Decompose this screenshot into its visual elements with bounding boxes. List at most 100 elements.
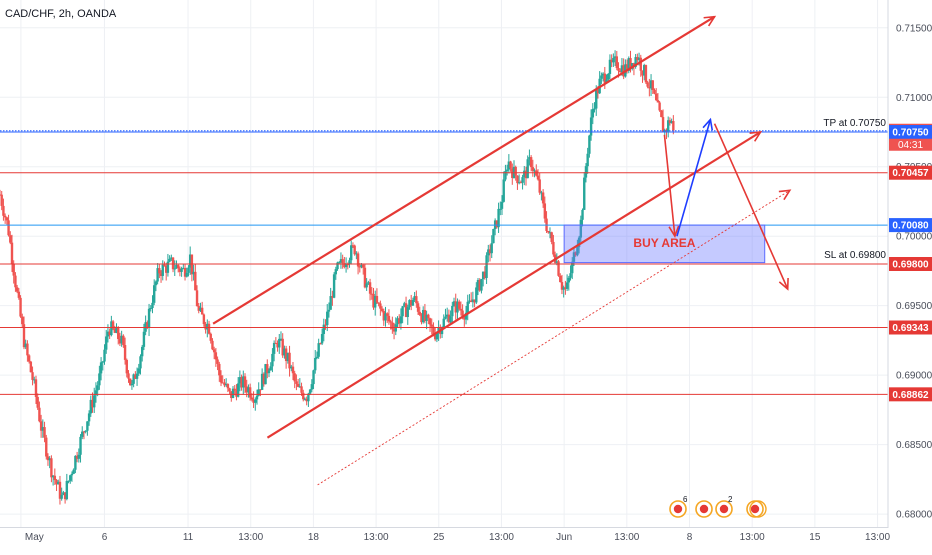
projection-arrow[interactable] bbox=[663, 134, 676, 237]
candle-body bbox=[596, 89, 600, 94]
candle-body bbox=[110, 321, 113, 336]
candle-body bbox=[168, 258, 171, 262]
candle-body bbox=[360, 264, 363, 268]
candle-body bbox=[67, 480, 70, 482]
candle-body bbox=[346, 264, 350, 266]
buy-area-rectangle[interactable] bbox=[563, 224, 766, 264]
price-tick-label: 0.71000 bbox=[896, 93, 932, 104]
candle-body bbox=[524, 170, 528, 179]
candle-body bbox=[111, 321, 115, 329]
projection-arrow[interactable] bbox=[713, 123, 789, 290]
candle-body bbox=[480, 279, 483, 291]
candle-body bbox=[281, 338, 284, 356]
candle-body bbox=[459, 308, 463, 311]
candle-body bbox=[466, 301, 469, 313]
candle-body bbox=[661, 117, 665, 133]
time-tick-label: 25 bbox=[433, 532, 445, 543]
candle-body bbox=[375, 295, 379, 303]
time-tick-label: 13:00 bbox=[364, 532, 389, 543]
candle-layer bbox=[0, 50, 675, 505]
candle-body bbox=[639, 57, 642, 71]
candle-body bbox=[505, 169, 509, 172]
candle-body bbox=[430, 324, 433, 327]
channel-trend-line[interactable] bbox=[266, 131, 762, 439]
candle-body bbox=[12, 263, 15, 276]
candle-body bbox=[108, 331, 111, 336]
candle-body bbox=[19, 297, 22, 317]
candle-body bbox=[3, 215, 7, 218]
candle-body bbox=[290, 366, 293, 369]
candle-body bbox=[552, 241, 555, 255]
candle-body bbox=[411, 299, 415, 306]
candle-body bbox=[579, 219, 583, 238]
candle-body bbox=[218, 363, 221, 376]
candle-body bbox=[171, 257, 175, 270]
candle-body bbox=[51, 475, 55, 478]
candle-body bbox=[62, 492, 65, 495]
countdown-badge-label: 04:31 bbox=[898, 140, 923, 151]
candle-body bbox=[463, 316, 466, 320]
candle-body bbox=[523, 170, 526, 178]
event-count-label: 6 bbox=[683, 495, 688, 504]
candle-body bbox=[356, 253, 360, 267]
candle-body bbox=[447, 314, 451, 323]
candle-body bbox=[387, 315, 391, 322]
candle-body bbox=[384, 313, 387, 321]
event-icon-flag bbox=[673, 504, 683, 514]
time-tick-label: 11 bbox=[183, 532, 194, 543]
candle-body bbox=[649, 80, 653, 89]
candle-body bbox=[456, 301, 459, 313]
candle-body bbox=[269, 366, 272, 371]
candle-body bbox=[392, 329, 396, 332]
price-level-badge-label: 0.69343 bbox=[892, 323, 929, 334]
candle-body bbox=[637, 57, 641, 61]
candle-body bbox=[262, 373, 266, 385]
candle-body bbox=[625, 64, 629, 71]
candle-body bbox=[363, 267, 367, 288]
candle-body bbox=[666, 120, 670, 132]
candle-body bbox=[401, 306, 404, 317]
price-level-badge-label: 0.70750 bbox=[892, 128, 929, 139]
candle-body bbox=[607, 73, 610, 80]
price-tick-label: 0.69000 bbox=[896, 371, 932, 382]
candle-body bbox=[194, 271, 197, 291]
candle-body bbox=[255, 395, 259, 400]
candle-body bbox=[324, 324, 327, 326]
candle-body bbox=[377, 302, 380, 304]
candle-body bbox=[187, 267, 190, 273]
candle-body bbox=[46, 456, 50, 461]
candle-body bbox=[302, 392, 305, 400]
projection-arrow[interactable] bbox=[676, 119, 712, 237]
dotted-trend-line[interactable] bbox=[317, 189, 791, 486]
candle-body bbox=[182, 267, 185, 269]
candle-body bbox=[478, 279, 481, 291]
candle-body bbox=[353, 245, 356, 255]
candle-body bbox=[622, 65, 625, 77]
candle-body bbox=[99, 362, 103, 374]
candle-body bbox=[409, 300, 413, 306]
candle-body bbox=[192, 271, 195, 275]
candle-body bbox=[421, 309, 425, 323]
candle-body bbox=[41, 427, 45, 431]
candle-body bbox=[452, 301, 456, 306]
candle-body bbox=[492, 228, 495, 244]
candle-body bbox=[154, 281, 158, 286]
candle-body bbox=[428, 318, 432, 325]
candle-body bbox=[60, 494, 63, 499]
candle-body bbox=[163, 264, 166, 266]
candle-body bbox=[142, 331, 146, 347]
channel-trend-line[interactable] bbox=[212, 15, 716, 325]
candle-body bbox=[166, 261, 170, 273]
candle-body bbox=[146, 322, 149, 329]
drawing-layer[interactable]: BUY AREA bbox=[212, 15, 792, 486]
candle-body bbox=[132, 374, 135, 384]
candle-body bbox=[17, 291, 21, 298]
candle-body bbox=[77, 454, 81, 459]
candle-body bbox=[586, 153, 589, 167]
candle-body bbox=[248, 387, 252, 398]
time-tick-label: 13:00 bbox=[614, 532, 639, 543]
candle-body bbox=[298, 386, 302, 388]
